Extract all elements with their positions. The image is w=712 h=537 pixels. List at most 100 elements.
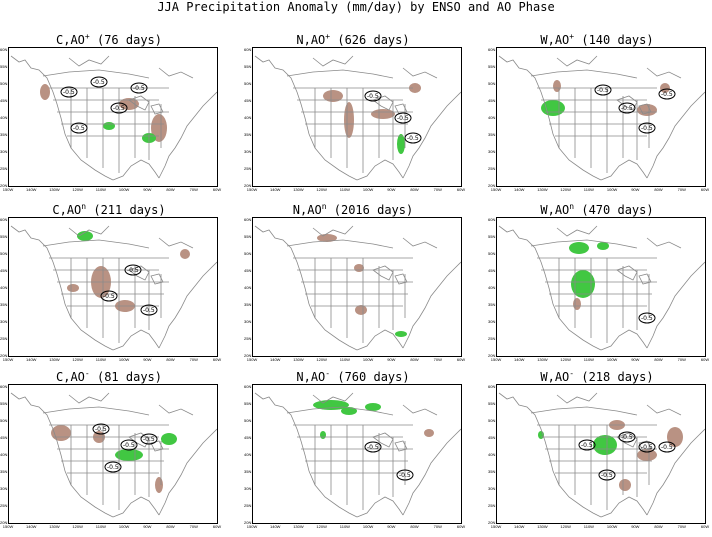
y-tick-label: 45N [488, 435, 496, 440]
y-tick-label: 25N [0, 503, 8, 508]
contour-label: -0.5 [397, 115, 409, 122]
y-tick-label: 55N [488, 234, 496, 239]
map-panel: W,AOn (470 days) -0.5 150W 140W 130W 120W 110W… [488, 200, 710, 365]
x-tick-label: 60W [700, 357, 710, 362]
state-borders-path [537, 424, 657, 510]
x-tick-label: 110W [339, 187, 350, 192]
y-tick-label: 30N [244, 149, 252, 154]
contour-line [140, 304, 158, 316]
x-tick-label: 150W [490, 187, 502, 192]
y-tick-label: 50N [244, 418, 252, 423]
x-tick-label: 150W [246, 187, 258, 192]
dry-anomaly-region [155, 477, 163, 493]
precip-map: -0.5 -0.5 -0.5 -0.5 [8, 384, 218, 524]
x-tick-label: 150W [2, 524, 14, 529]
map-canvas: -0.5 -0.5 -0.5 -0.5 -0.5 [10, 55, 217, 181]
y-tick-label: 25N [244, 503, 252, 508]
contour-line [658, 441, 676, 453]
ao-phase: n [321, 202, 327, 211]
x-tick-label: 70W [433, 187, 442, 192]
x-tick-label: 90W [387, 357, 396, 362]
state-borders-path [537, 257, 657, 343]
wet-anomaly-region [397, 134, 405, 154]
x-tick-label: 80W [654, 187, 663, 192]
map-canvas: -0.5 -0.5 -0.5 -0.5 -0.5 [498, 392, 705, 518]
y-tick-label: 35N [244, 469, 252, 474]
x-tick-label: 80W [166, 524, 175, 529]
y-tick-label: 50N [488, 81, 496, 86]
y-tick-label: 55N [488, 401, 496, 406]
coastline-path [498, 225, 705, 351]
precip-map: -0.5 -0.5 -0.5 -0.5 -0.5 [8, 47, 218, 187]
x-tick-label: 140W [25, 187, 37, 192]
x-tick-label: 80W [166, 357, 175, 362]
enso-phase: N [296, 33, 304, 47]
x-tick-label: 130W [293, 524, 304, 529]
y-tick-label: 40N [488, 285, 496, 290]
x-tick-label: 80W [410, 524, 419, 529]
x-axis-ticks: 150W 140W 130W 120W 110W 100W 90W 80W 70W 60W [488, 357, 710, 365]
y-tick-label: 55N [488, 64, 496, 69]
state-borders-path [49, 257, 169, 343]
y-tick-label: 45N [244, 435, 252, 440]
contour-label: -0.5 [641, 444, 653, 451]
precip-map: -0.5 -0.5 -0.5 -0.5 -0.5 [496, 384, 706, 524]
state-borders-path [49, 87, 169, 173]
x-tick-label: 140W [513, 357, 525, 362]
contour-label: -0.5 [93, 79, 105, 86]
y-tick-label: 60N [0, 384, 8, 389]
contour-line [638, 441, 656, 453]
x-tick-label: 90W [631, 357, 640, 362]
x-tick-label: 100W [118, 357, 130, 362]
dry-anomaly-region [424, 429, 434, 437]
coastline-path [254, 225, 461, 351]
figure-title: JJA Precipitation Anomaly (mm/day) by EN… [157, 0, 555, 14]
x-tick-label: 140W [513, 524, 525, 529]
state-borders-path [293, 257, 413, 343]
x-axis-ticks: 150W 140W 130W 120W 110W 100W 90W 80W 70W 60W [244, 187, 466, 195]
dry-anomaly-region [637, 104, 657, 116]
y-tick-label: 20N [244, 183, 252, 188]
x-tick-label: 150W [2, 357, 14, 362]
y-tick-label: 45N [0, 435, 8, 440]
x-tick-label: 80W [654, 357, 663, 362]
x-tick-label: 60W [212, 524, 222, 529]
day-count: (626 days) [330, 33, 410, 47]
wet-anomaly-region [365, 403, 381, 411]
x-tick-label: 60W [456, 187, 466, 192]
day-count: (760 days) [330, 370, 410, 384]
wet-anomaly-region [395, 331, 407, 337]
y-tick-label: 40N [0, 452, 8, 457]
panel-title: W,AOn (470 days) [488, 200, 706, 217]
y-tick-label: 20N [0, 520, 8, 525]
x-tick-label: 150W [246, 357, 258, 362]
dry-anomaly-region [355, 305, 367, 315]
dry-anomaly-region [317, 234, 337, 242]
panel-title: C,AO+ (76 days) [0, 30, 218, 47]
y-tick-label: 60N [244, 47, 252, 52]
canada-lines-path [42, 392, 194, 416]
x-tick-label: 60W [456, 524, 466, 529]
day-count: (81 days) [89, 370, 162, 384]
panel-title: N,AO+ (626 days) [244, 30, 462, 47]
x-tick-label: 140W [269, 357, 281, 362]
contour-label: -0.5 [103, 293, 115, 300]
day-count: (218 days) [574, 370, 654, 384]
y-tick-label: 35N [488, 302, 496, 307]
wet-anomaly-region [103, 122, 115, 130]
x-tick-label: 60W [700, 187, 710, 192]
x-tick-label: 140W [513, 187, 525, 192]
contour-line [124, 264, 142, 276]
y-tick-label: 30N [0, 149, 8, 154]
dry-anomaly-region [371, 109, 395, 119]
dry-anomaly-region [409, 83, 421, 93]
coastline-path [10, 392, 217, 518]
x-tick-label: 90W [631, 524, 640, 529]
x-tick-label: 60W [212, 357, 222, 362]
canada-lines-path [286, 392, 438, 416]
canada-lines-path [530, 392, 682, 416]
state-borders-path [293, 424, 413, 510]
x-tick-label: 110W [339, 357, 350, 362]
x-tick-label: 90W [143, 357, 152, 362]
y-tick-label: 45N [244, 98, 252, 103]
